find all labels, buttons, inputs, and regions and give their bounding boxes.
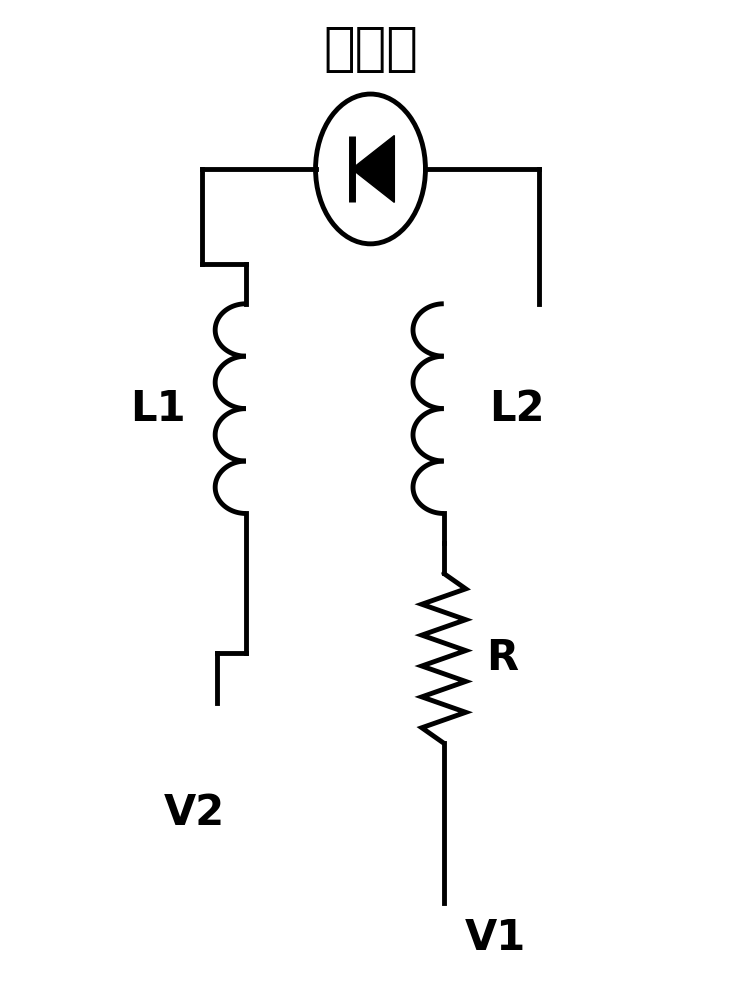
Text: 二极管: 二极管 <box>323 23 418 76</box>
Text: L1: L1 <box>130 388 186 430</box>
Polygon shape <box>352 136 394 202</box>
Text: V1: V1 <box>465 917 525 959</box>
Text: L2: L2 <box>489 388 545 430</box>
Text: V2: V2 <box>164 793 225 834</box>
Text: R: R <box>486 637 519 680</box>
